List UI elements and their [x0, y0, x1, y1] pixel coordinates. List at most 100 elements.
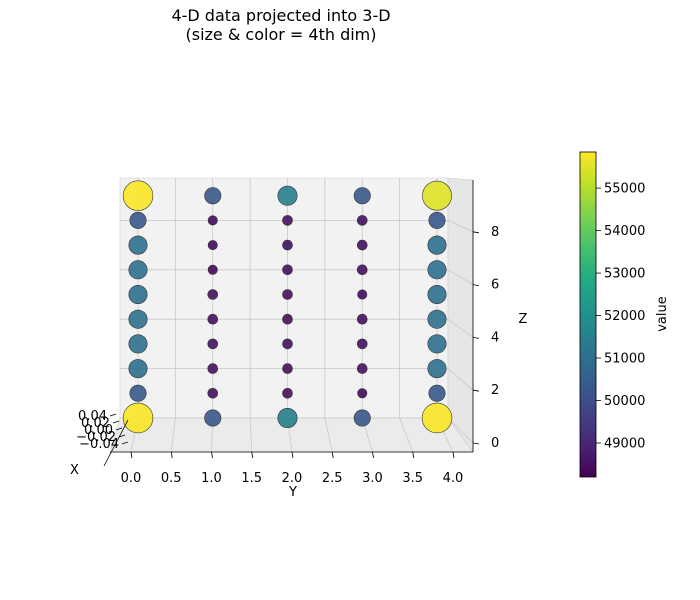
y-tick-mark — [372, 451, 374, 459]
data-points — [122, 180, 453, 434]
data-point — [128, 284, 148, 304]
z-tick-label: 6 — [491, 278, 499, 293]
colorbar-tick-label: 51000 — [604, 352, 645, 367]
data-point — [427, 235, 447, 255]
x-tick-label: 0.02 — [81, 416, 110, 431]
y-tick-mark — [412, 451, 415, 459]
x-tick-mark — [112, 420, 120, 424]
y-tick-mark — [130, 451, 133, 459]
data-point — [122, 180, 154, 211]
data-point — [428, 384, 446, 402]
data-point — [128, 359, 148, 379]
side-grid-lines — [447, 220, 474, 444]
colorbar-tick-label: 54000 — [604, 224, 645, 239]
data-point — [428, 211, 446, 229]
floor-grid-line — [249, 417, 253, 453]
y-tick-label: 4.0 — [443, 471, 464, 486]
floor-grid-line — [399, 417, 414, 453]
y-tick-label: 3.5 — [402, 471, 423, 486]
colorbar — [579, 151, 597, 478]
data-point — [129, 211, 147, 229]
y-tick-label: 2.0 — [282, 471, 303, 486]
z-axis-label: Z — [519, 312, 528, 327]
z-tick-label: 8 — [491, 225, 499, 240]
colorbar-tick-label: 50000 — [604, 394, 645, 409]
side-grid-line — [447, 368, 474, 391]
y-tick-mark — [251, 451, 254, 459]
z-axis-ticks: 0 2 4 6 8 — [472, 225, 499, 451]
x-tick-mark — [118, 434, 126, 438]
colorbar-tick-label: 52000 — [604, 309, 645, 324]
chart-title-line-1: 4-D data projected into 3-D — [171, 6, 390, 25]
y-tick-label: 0.5 — [161, 471, 182, 486]
data-point — [427, 260, 447, 280]
data-point — [207, 215, 218, 226]
data-point — [207, 363, 219, 374]
data-point — [207, 289, 219, 300]
z-tick-mark — [472, 389, 480, 392]
data-point — [356, 338, 368, 350]
data-point — [277, 185, 298, 206]
side-grid-line — [447, 318, 474, 338]
z-tick-mark — [472, 231, 480, 234]
y-tick-mark — [170, 451, 173, 459]
data-point — [427, 309, 447, 329]
data-point — [356, 239, 368, 251]
z-tick-label: 4 — [491, 330, 499, 345]
x-tick-label: −0.04 — [79, 437, 119, 452]
data-point — [356, 363, 368, 374]
data-point — [282, 264, 293, 276]
data-point — [207, 264, 218, 275]
data-point — [282, 215, 293, 226]
z-tick-label: 2 — [491, 383, 499, 398]
y-tick-label: 2.5 — [322, 471, 343, 486]
y-tick-mark — [452, 451, 455, 459]
data-point — [128, 235, 148, 255]
x-tick-label: 0.04 — [78, 409, 107, 424]
side-pane — [447, 177, 474, 453]
data-point — [128, 260, 148, 280]
data-point — [282, 289, 293, 300]
chart-title-line-2: (size & color = 4th dim) — [186, 25, 377, 44]
y-tick-mark — [331, 451, 334, 459]
data-point — [282, 363, 293, 374]
z-tick-label: 0 — [491, 436, 499, 451]
side-grid-line — [447, 269, 474, 285]
y-axis-ticks: 0.0 0.5 1.0 1.5 2.0 2.5 3.0 3.5 4.0 — [121, 451, 464, 486]
data-point — [356, 215, 368, 226]
colorbar-tick-label: 53000 — [604, 267, 645, 282]
data-point — [422, 180, 452, 211]
y-tick-mark — [291, 451, 294, 459]
y-tick-label: 1.0 — [201, 471, 222, 486]
x-axis-line — [103, 419, 129, 467]
data-point — [353, 409, 371, 427]
y-tick-label: 3.0 — [362, 471, 383, 486]
colorbar-label: value — [655, 296, 670, 332]
data-point — [282, 313, 293, 325]
floor-grid-line — [324, 417, 333, 453]
y-axis-label: Y — [288, 485, 297, 500]
y-tick-mark — [211, 451, 213, 459]
data-point — [421, 402, 453, 434]
y-tick-label: 1.5 — [241, 471, 262, 486]
data-point — [204, 409, 222, 427]
data-point — [427, 284, 447, 304]
x-axis-label: X — [70, 463, 79, 478]
data-point — [207, 338, 219, 350]
x-tick-label: −0.02 — [76, 430, 116, 445]
side-grid-line — [447, 417, 474, 444]
z-tick-mark — [472, 442, 480, 445]
data-point — [282, 387, 293, 399]
y-tick-label: 0.0 — [121, 471, 142, 486]
data-point — [207, 387, 219, 399]
z-tick-mark — [472, 337, 480, 339]
data-point — [207, 313, 219, 325]
colorbar-ticks: 49000 50000 51000 52000 53000 54000 55000 — [596, 182, 645, 452]
data-point — [282, 239, 293, 251]
data-point — [356, 313, 368, 325]
data-point — [129, 384, 147, 402]
side-grid-line — [447, 220, 474, 233]
data-point — [128, 309, 148, 329]
data-point — [427, 359, 447, 379]
